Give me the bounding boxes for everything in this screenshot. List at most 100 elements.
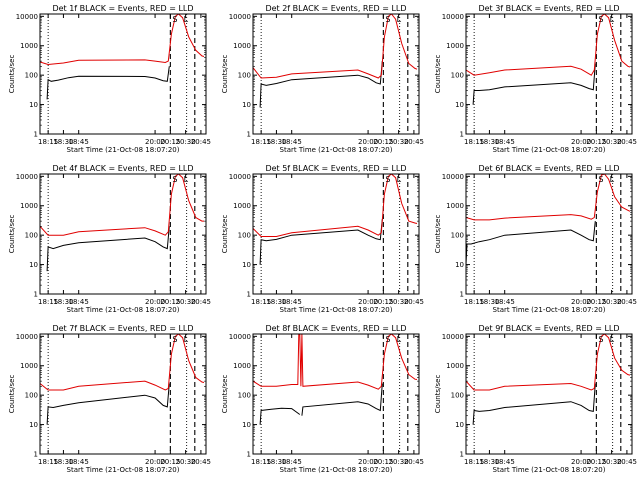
y-axis-label: Counts/sec	[221, 55, 229, 94]
x-tick-label: 18:15	[251, 298, 271, 306]
x-tick-label: 20:45	[191, 138, 211, 146]
flag-label-s: S	[598, 335, 603, 344]
flag-label-s: S	[172, 175, 177, 184]
lld-series-line	[253, 14, 418, 79]
panel-title: Det 9f BLACK = Events, RED = LLD	[478, 324, 619, 333]
axes-frame	[465, 333, 633, 455]
y-tick-label: 10	[29, 101, 38, 109]
y-tick-label: 1	[460, 291, 464, 299]
panel: Det 4f BLACK = Events, RED = LLD 1 10 100 10…	[8, 164, 211, 314]
y-tick-label: 10000	[16, 173, 38, 181]
x-tick-label: 18:30	[53, 298, 73, 306]
y-tick-label: 100	[25, 72, 38, 80]
x-tick-label: 20:45	[191, 458, 211, 466]
y-axis-label: Counts/sec	[8, 375, 16, 414]
x-tick-label: 18:30	[53, 138, 73, 146]
x-tick-label: 20:30	[176, 458, 196, 466]
y-tick-label: 1	[460, 451, 464, 459]
y-tick-label: 10	[455, 101, 464, 109]
x-tick-label: 18:45	[495, 138, 515, 146]
x-tick-label: 20:30	[602, 458, 622, 466]
y-tick-label: 100	[25, 392, 38, 400]
events-series-line	[259, 219, 383, 265]
events-series-line	[472, 63, 596, 105]
x-axis-label: Start Time (21-Oct-08 18:07:20)	[67, 306, 180, 314]
flag-label-s: S	[385, 335, 390, 344]
flag-label-s: S	[598, 175, 603, 184]
axes-frame	[252, 173, 420, 295]
x-tick-label: 18:30	[479, 138, 499, 146]
x-axis-label: Start Time (21-Oct-08 18:07:20)	[493, 306, 606, 314]
series-group	[466, 334, 631, 425]
flag-label-l: L	[184, 335, 189, 344]
x-tick-label: 20:45	[404, 138, 424, 146]
y-tick-label: 1	[34, 451, 38, 459]
x-tick-label: 20:45	[404, 298, 424, 306]
events-series-line	[46, 66, 170, 100]
x-tick-label: 20:30	[389, 298, 409, 306]
y-tick-label: 1	[34, 131, 38, 139]
x-axis-label: Start Time (21-Oct-08 18:07:20)	[493, 146, 606, 154]
panel: Det 6f BLACK = Events, RED = LLD 1 10 100 10…	[434, 164, 637, 314]
y-axis-label: Counts/sec	[434, 215, 442, 254]
x-tick-label: 20:00	[358, 298, 378, 306]
y-tick-label: 100	[238, 72, 251, 80]
flag-label-l: L	[184, 15, 189, 24]
y-tick-label: 10	[455, 261, 464, 269]
series-group	[253, 334, 418, 425]
x-tick-label: 18:45	[69, 298, 89, 306]
y-axis-label: Counts/sec	[221, 375, 229, 414]
y-tick-label: 10	[242, 101, 251, 109]
x-tick-label: 20:00	[571, 138, 591, 146]
panel-title: Det 4f BLACK = Events, RED = LLD	[52, 164, 193, 173]
panel-title: Det 8f BLACK = Events, RED = LLD	[265, 324, 406, 333]
x-tick-label: 20:45	[404, 458, 424, 466]
x-tick-label: 20:15	[586, 298, 606, 306]
x-tick-label: 18:15	[38, 138, 58, 146]
flag-label-l: L	[610, 175, 615, 184]
x-tick-label: 18:30	[266, 298, 286, 306]
x-tick-label: 20:30	[176, 298, 196, 306]
flag-label-l: L	[397, 175, 402, 184]
x-tick-label: 18:45	[282, 138, 302, 146]
axes-frame	[252, 333, 420, 455]
x-tick-label: 20:15	[586, 458, 606, 466]
y-tick-label: 10000	[229, 333, 251, 341]
x-tick-label: 20:15	[160, 138, 180, 146]
x-tick-label: 20:15	[586, 138, 606, 146]
y-tick-label: 10000	[442, 173, 464, 181]
y-tick-label: 1000	[233, 42, 251, 50]
flag-label-l: L	[610, 335, 615, 344]
x-tick-label: 20:30	[602, 298, 622, 306]
y-tick-label: 100	[451, 72, 464, 80]
x-tick-label: 18:15	[38, 458, 58, 466]
x-axis-label: Start Time (21-Oct-08 18:07:20)	[280, 466, 393, 474]
x-tick-label: 20:00	[358, 458, 378, 466]
y-tick-label: 1000	[233, 202, 251, 210]
x-tick-label: 18:45	[69, 138, 89, 146]
x-axis-label: Start Time (21-Oct-08 18:07:20)	[67, 146, 180, 154]
x-tick-label: 18:30	[479, 458, 499, 466]
panel-title: Det 3f BLACK = Events, RED = LLD	[478, 4, 619, 13]
series-group	[40, 334, 205, 425]
events-series-line	[259, 407, 301, 425]
series-group	[253, 174, 418, 265]
x-tick-label: 20:00	[571, 458, 591, 466]
lld-series-line	[40, 334, 205, 391]
series-group	[40, 14, 205, 100]
y-tick-label: 10	[242, 421, 251, 429]
y-tick-label: 10000	[229, 173, 251, 181]
x-axis-label: Start Time (21-Oct-08 18:07:20)	[493, 466, 606, 474]
y-tick-label: 1	[460, 131, 464, 139]
x-axis-label: Start Time (21-Oct-08 18:07:20)	[280, 306, 393, 314]
y-tick-label: 1	[247, 291, 251, 299]
y-tick-label: 10	[455, 421, 464, 429]
series-group	[466, 14, 631, 105]
y-axis-label: Counts/sec	[434, 375, 442, 414]
axes-frame	[252, 13, 420, 135]
flag-label-s: S	[172, 335, 177, 344]
flag-label-l: L	[184, 175, 189, 184]
y-tick-label: 10	[242, 261, 251, 269]
y-tick-label: 10000	[442, 13, 464, 21]
panel-title: Det 7f BLACK = Events, RED = LLD	[52, 324, 193, 333]
